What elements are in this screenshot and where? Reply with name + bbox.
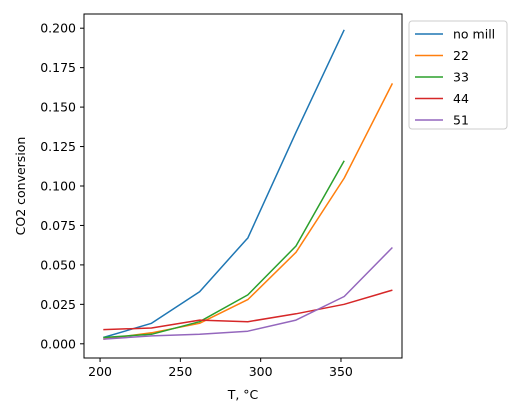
series-line-1 xyxy=(103,83,394,340)
y-tick-label: 0.075 xyxy=(40,218,76,233)
x-tick-label: 200 xyxy=(88,364,112,379)
legend-label-2: 33 xyxy=(453,70,469,85)
y-tick-label: 0.000 xyxy=(40,336,76,351)
legend-label-3: 44 xyxy=(453,91,469,106)
x-tick-label: 300 xyxy=(249,364,273,379)
legend-label-1: 22 xyxy=(453,48,469,63)
x-axis-ticks: 200 250 300 350 xyxy=(88,358,353,379)
legend-label-0: no mill xyxy=(453,27,495,42)
y-tick-label: 0.125 xyxy=(40,139,76,154)
legend-label-4: 51 xyxy=(453,113,469,128)
series-line-4 xyxy=(103,246,393,340)
y-tick-label: 0.175 xyxy=(40,60,76,75)
legend: no mill 22 33 44 51 xyxy=(408,20,508,130)
series-line-2 xyxy=(103,160,345,339)
y-tick-label: 0.200 xyxy=(40,21,76,36)
y-tick-label: 0.100 xyxy=(40,179,76,194)
x-tick-label: 350 xyxy=(329,364,353,379)
x-axis-label: T, °C xyxy=(227,387,259,402)
y-tick-label: 0.050 xyxy=(40,257,76,272)
y-axis-label: CO2 conversion xyxy=(13,137,28,236)
y-axis-ticks: 0.000 0.025 0.050 0.075 0.100 0.125 0.150 0.175… xyxy=(40,21,84,351)
plot-lines xyxy=(103,29,394,340)
series-line-3 xyxy=(103,289,393,331)
y-tick-label: 0.025 xyxy=(40,297,76,312)
y-tick-label: 0.150 xyxy=(40,100,76,115)
x-tick-label: 250 xyxy=(168,364,192,379)
legend-frame xyxy=(408,20,508,130)
series-line-0 xyxy=(103,29,345,339)
